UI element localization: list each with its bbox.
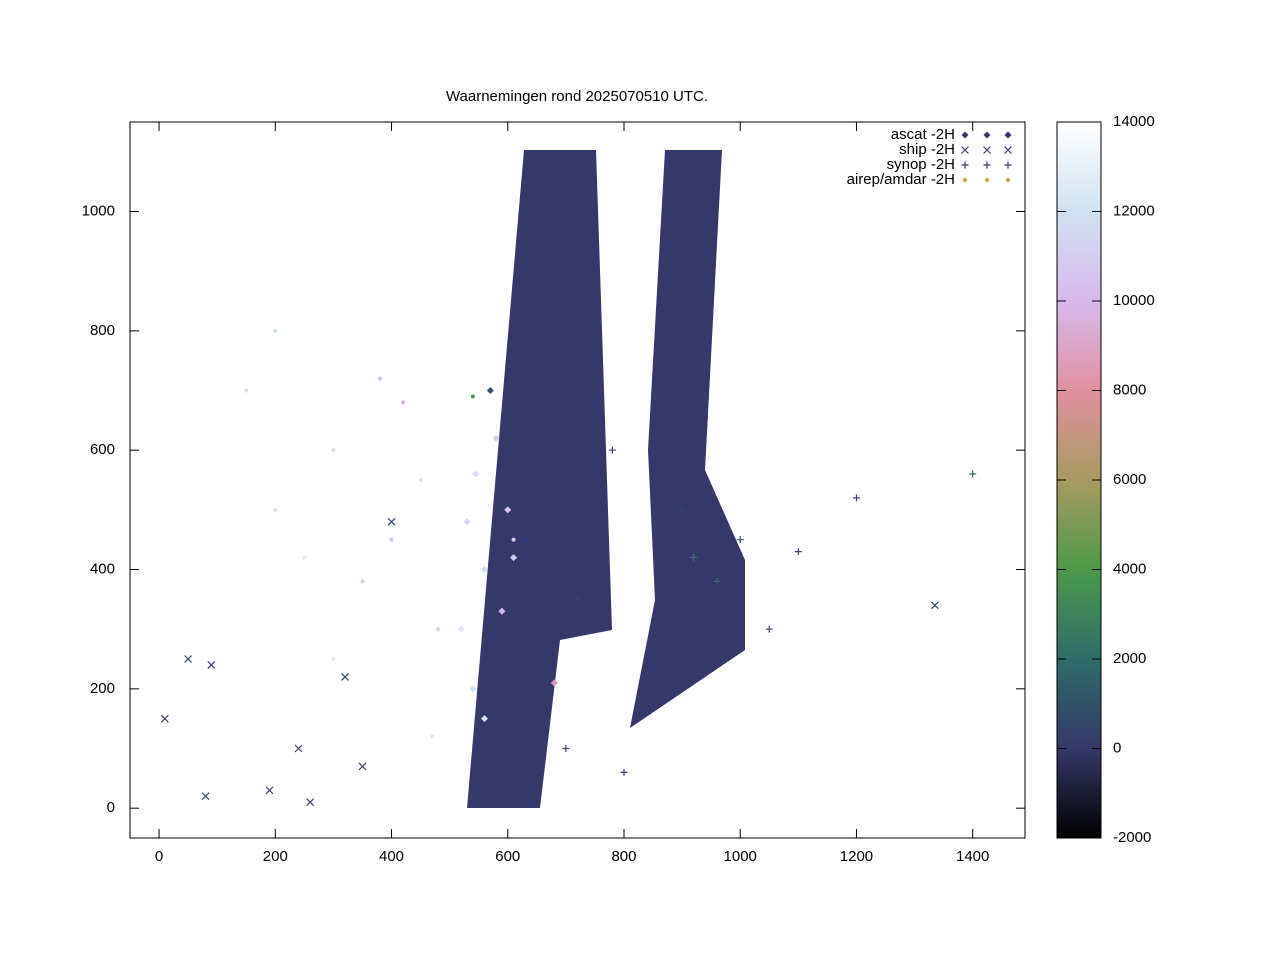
- point: [608, 446, 616, 454]
- ascat-swath: [630, 150, 745, 728]
- x-tick-label: 0: [155, 848, 163, 865]
- legend-marker: [1004, 146, 1012, 154]
- point: [160, 714, 169, 723]
- legend-label: airep/amdar -2H: [847, 171, 955, 188]
- point: [265, 786, 274, 795]
- point: [341, 672, 349, 681]
- point: [457, 625, 465, 633]
- y-tick-label: 0: [107, 799, 115, 816]
- point: [184, 655, 193, 663]
- legend-marker: [961, 161, 969, 169]
- point: [510, 554, 518, 562]
- x-tick-label: 1000: [724, 848, 757, 865]
- point: [436, 627, 441, 632]
- y-tick-label: 600: [90, 441, 115, 458]
- legend-marker: [983, 146, 991, 154]
- point: [481, 715, 489, 723]
- point: [463, 518, 471, 526]
- point: [504, 506, 512, 514]
- legend-marker: [985, 178, 989, 182]
- legend-marker: [1006, 178, 1010, 182]
- colorbar-label: 14000: [1113, 113, 1155, 130]
- colorbar-label: 2000: [1113, 650, 1146, 667]
- point: [574, 595, 581, 603]
- x-tick-label: 400: [379, 848, 404, 865]
- point: [562, 745, 570, 752]
- point: [360, 579, 365, 584]
- colorbar-label: -2000: [1113, 829, 1151, 846]
- legend-marker: [983, 131, 991, 139]
- point: [273, 507, 278, 512]
- point: [481, 566, 489, 573]
- point: [930, 601, 939, 610]
- point: [401, 400, 406, 405]
- colorbar-label: 12000: [1113, 202, 1155, 219]
- plot-frame: [129, 121, 1026, 839]
- legend-marker: [963, 178, 967, 182]
- point: [713, 577, 721, 585]
- point: [472, 470, 480, 478]
- point: [511, 537, 516, 542]
- point: [486, 387, 494, 394]
- legend-marker: [1004, 131, 1012, 139]
- point: [470, 394, 475, 399]
- x-tick-label: 1400: [956, 848, 989, 865]
- colorbar-label: 8000: [1113, 381, 1146, 398]
- point: [387, 517, 396, 526]
- legend-label: ship -2H: [899, 141, 955, 158]
- x-tick-label: 600: [495, 848, 520, 865]
- point: [331, 657, 336, 661]
- chart-title: Waarnemingen rond 2025070510 UTC.: [446, 88, 708, 105]
- legend-label: ascat -2H: [891, 126, 955, 143]
- point: [620, 768, 628, 776]
- legend-marker: [961, 146, 969, 154]
- point: [331, 448, 336, 453]
- legend-marker: [1004, 161, 1012, 169]
- y-tick-label: 200: [90, 680, 115, 697]
- point: [389, 537, 394, 542]
- y-tick-label: 800: [90, 322, 115, 339]
- colorbar-label: 4000: [1113, 560, 1146, 577]
- point: [678, 506, 686, 514]
- legend-label: synop -2H: [887, 156, 955, 173]
- legend-marker: [961, 131, 969, 139]
- x-tick-label: 1200: [840, 848, 873, 865]
- point: [794, 548, 802, 556]
- point: [418, 478, 423, 482]
- point: [244, 388, 249, 393]
- point: [201, 792, 210, 801]
- point: [498, 607, 506, 615]
- point: [765, 625, 773, 633]
- colorbar-label: 0: [1113, 739, 1121, 756]
- point: [521, 207, 530, 216]
- point: [302, 555, 307, 560]
- point: [294, 744, 303, 753]
- point: [469, 685, 477, 693]
- point: [306, 798, 315, 807]
- point: [377, 376, 382, 381]
- point: [207, 661, 216, 669]
- y-tick-label: 1000: [82, 202, 115, 219]
- point: [273, 328, 278, 333]
- x-tick-label: 200: [263, 848, 288, 865]
- colorbar-label: 10000: [1113, 292, 1155, 309]
- legend-marker: [983, 161, 991, 169]
- point: [690, 554, 698, 562]
- ascat-swath: [467, 150, 612, 808]
- point: [969, 470, 977, 478]
- point: [736, 536, 744, 544]
- colorbar-label: 6000: [1113, 471, 1146, 488]
- point: [430, 734, 435, 739]
- point: [649, 434, 657, 442]
- point: [707, 518, 715, 526]
- point: [492, 434, 500, 442]
- point: [852, 494, 860, 502]
- x-tick-label: 800: [611, 848, 636, 865]
- point: [358, 762, 367, 771]
- point: [550, 679, 558, 687]
- y-tick-label: 400: [90, 560, 115, 577]
